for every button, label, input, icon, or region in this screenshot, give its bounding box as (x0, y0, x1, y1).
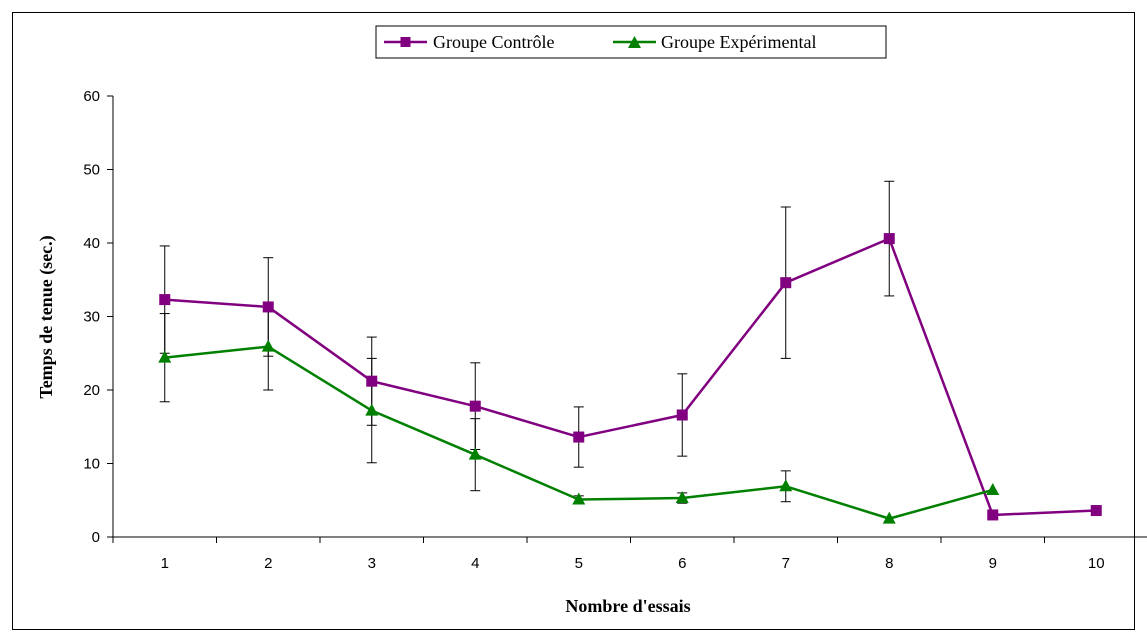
data-point-controle (676, 409, 688, 421)
error-bars (159, 180, 895, 504)
legend-marker-experimental (628, 36, 641, 48)
x-tick-label: 8 (885, 555, 893, 572)
x-tick-label: 1 (161, 555, 169, 572)
y-axis-title: Temps de tenue (sec.) (36, 235, 57, 398)
data-point-experimental (675, 491, 689, 504)
data-point-controle (1090, 505, 1102, 517)
data-point-experimental (779, 479, 793, 492)
data-point-experimental (158, 350, 172, 363)
data-point-experimental (882, 511, 896, 524)
series-layer (158, 233, 1102, 524)
legend-label-controle: Groupe Contrôle (433, 32, 554, 52)
x-tick-label: 5 (575, 555, 583, 572)
axes: 0 10 20 30 40 50 60 1 2 3 4 5 6 7 8 9 10 (83, 88, 1147, 572)
data-point-experimental (468, 447, 482, 460)
x-tick-label: 7 (782, 555, 790, 572)
x-tick-label: 6 (678, 555, 686, 572)
y-tick-label: 20 (83, 382, 100, 399)
x-axis-title: Nombre d'essais (565, 596, 690, 616)
legend-label-experimental: Groupe Expérimental (661, 32, 816, 52)
data-point-experimental (261, 339, 275, 352)
data-point-controle (159, 294, 171, 306)
x-tick-label: 10 (1088, 555, 1105, 572)
x-tick-label: 9 (989, 555, 997, 572)
y-tick-label: 40 (83, 235, 100, 252)
y-tick-label: 50 (83, 162, 100, 179)
data-point-experimental (986, 482, 1000, 495)
data-point-controle (366, 375, 378, 387)
x-tick-label: 4 (471, 555, 479, 572)
chart-frame (12, 12, 1135, 630)
data-point-controle (573, 431, 585, 443)
x-tick-label: 2 (264, 555, 272, 572)
data-point-experimental (365, 403, 379, 416)
y-tick-label: 10 (83, 456, 100, 473)
data-point-experimental (572, 492, 586, 505)
data-point-controle (987, 509, 999, 521)
data-point-controle (262, 301, 274, 313)
y-tick-label: 60 (83, 88, 100, 105)
y-tick-label: 0 (92, 529, 100, 546)
legend: Groupe Contrôle Groupe Expérimental (375, 25, 887, 59)
data-point-controle (883, 233, 895, 245)
data-point-controle (469, 400, 481, 412)
series-line-controle (164, 237, 1097, 517)
legend-marker-controle (400, 37, 411, 47)
y-tick-label: 30 (83, 309, 100, 326)
x-tick-label: 3 (368, 555, 376, 572)
data-point-controle (780, 277, 792, 289)
